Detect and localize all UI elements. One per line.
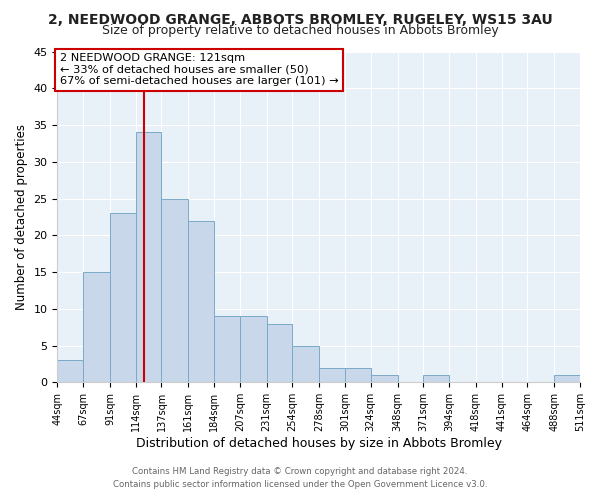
Bar (371, 375, 398, 382)
Text: Size of property relative to detached houses in Abbots Bromley: Size of property relative to detached ho… (101, 24, 499, 37)
Bar (424, 375, 449, 382)
Bar (292, 346, 319, 383)
Bar (83, 272, 110, 382)
Bar (188, 220, 214, 382)
Text: Contains HM Land Registry data © Crown copyright and database right 2024.
Contai: Contains HM Land Registry data © Crown c… (113, 468, 487, 489)
Bar (161, 198, 188, 382)
Bar (240, 316, 266, 382)
Y-axis label: Number of detached properties: Number of detached properties (15, 124, 28, 310)
Bar (554, 375, 580, 382)
Bar (345, 368, 371, 382)
Bar (136, 132, 161, 382)
X-axis label: Distribution of detached houses by size in Abbots Bromley: Distribution of detached houses by size … (136, 437, 502, 450)
Bar (214, 316, 240, 382)
Text: 2 NEEDWOOD GRANGE: 121sqm
← 33% of detached houses are smaller (50)
67% of semi-: 2 NEEDWOOD GRANGE: 121sqm ← 33% of detac… (60, 53, 338, 86)
Text: 2, NEEDWOOD GRANGE, ABBOTS BROMLEY, RUGELEY, WS15 3AU: 2, NEEDWOOD GRANGE, ABBOTS BROMLEY, RUGE… (47, 12, 553, 26)
Bar (319, 368, 345, 382)
Bar (58, 360, 83, 382)
Bar (110, 213, 136, 382)
Bar (266, 324, 292, 382)
